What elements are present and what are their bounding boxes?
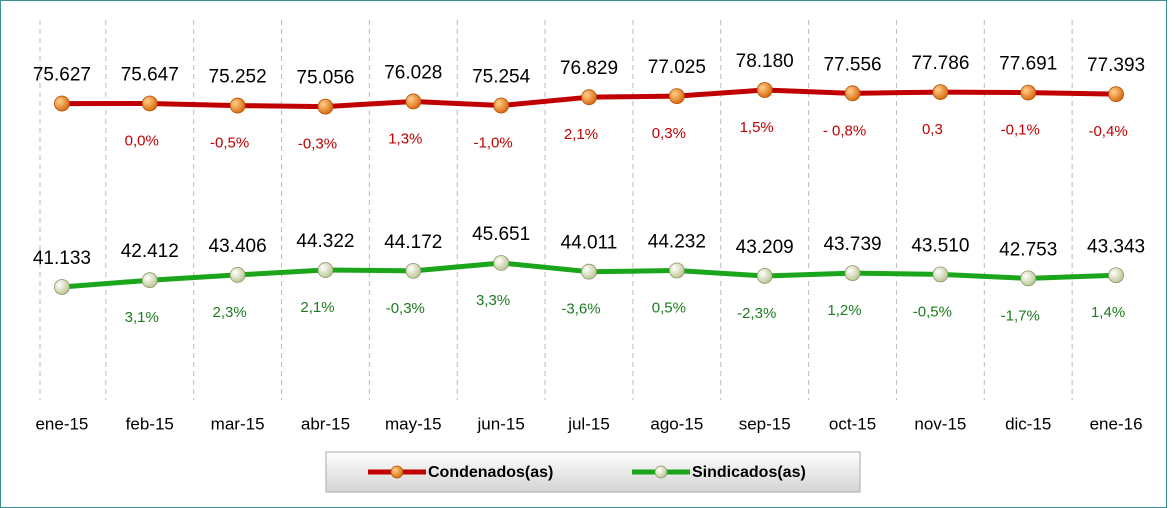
marker	[844, 265, 861, 282]
legend-label: Condenados(as)	[428, 464, 553, 481]
x-tick-label: mar-15	[211, 414, 265, 433]
value-label: 75.254	[472, 67, 531, 88]
legend-marker	[654, 465, 668, 479]
marker	[1108, 86, 1124, 103]
marker	[229, 97, 246, 114]
marker	[317, 262, 334, 278]
value-label: 75.252	[209, 67, 267, 88]
value-label: 45.651	[472, 224, 530, 245]
value-label: 44.322	[296, 231, 354, 252]
value-label: 76.028	[384, 62, 442, 83]
value-label: 43.510	[911, 235, 969, 256]
marker	[317, 98, 334, 115]
x-tick-label: may-15	[385, 414, 442, 433]
marker	[405, 93, 422, 110]
marker	[668, 262, 685, 279]
value-label: 42.753	[999, 239, 1057, 260]
marker	[54, 95, 70, 112]
change-label: 2,1%	[564, 126, 598, 143]
marker	[756, 82, 773, 98]
change-label: 3,3%	[476, 292, 510, 309]
change-label: 2,3%	[213, 304, 247, 321]
x-tick-label: ago-15	[650, 414, 703, 433]
value-label: 43.343	[1087, 236, 1145, 257]
marker	[756, 268, 773, 284]
marker	[932, 84, 949, 100]
separators	[39, 20, 1073, 400]
change-label: 1,4%	[1091, 304, 1125, 321]
value-label: 77.556	[823, 54, 881, 75]
value-label: 43.406	[209, 236, 267, 257]
value-label: 75.647	[121, 64, 179, 85]
marker	[844, 85, 861, 102]
value-label: 41.133	[33, 248, 91, 269]
value-label: 42.412	[121, 241, 179, 262]
change-label: -0,4%	[1088, 123, 1127, 140]
x-tick-label: ene-16	[1090, 414, 1143, 433]
marker	[141, 272, 158, 289]
change-label: -0,5%	[210, 135, 249, 152]
change-label: -3,6%	[561, 301, 600, 318]
change-label: 0,5%	[652, 299, 686, 316]
marker	[229, 267, 246, 283]
marker	[668, 88, 685, 105]
value-label: 75.056	[296, 68, 354, 89]
x-tick-label: feb-15	[126, 414, 174, 433]
value-label: 77.691	[999, 54, 1057, 75]
marker	[54, 279, 70, 295]
value-label: 77.786	[911, 53, 969, 74]
marker	[1020, 84, 1037, 101]
value-label: 76.829	[560, 58, 618, 79]
x-tick-label: jul-15	[567, 414, 610, 433]
value-label: 44.011	[561, 233, 618, 254]
value-label: 44.232	[648, 232, 706, 253]
marker	[932, 266, 949, 283]
change-label: -1,7%	[1001, 307, 1040, 324]
marker	[493, 255, 510, 271]
change-label: -0,3%	[386, 300, 425, 317]
value-label: 44.172	[384, 232, 442, 253]
marker	[581, 263, 597, 280]
marker	[141, 95, 158, 112]
x-tick-label: nov-15	[914, 414, 966, 433]
change-label: -0,3%	[298, 136, 337, 153]
change-label: 2,1%	[300, 299, 334, 316]
change-label: 1,2%	[827, 302, 861, 319]
change-label: -1,0%	[474, 135, 513, 152]
legend-marker	[390, 465, 404, 479]
change-label: -0,1%	[1001, 122, 1040, 139]
change-label: -0,5%	[913, 303, 952, 320]
x-tick-label: abr-15	[301, 414, 350, 433]
marker	[1020, 270, 1037, 287]
marker	[1108, 267, 1124, 284]
value-label: 77.393	[1087, 55, 1145, 76]
x-tick-label: jun-15	[477, 414, 525, 433]
change-label: 0,0%	[125, 132, 159, 149]
change-label: 0,3	[922, 121, 943, 138]
x-tick-label: oct-15	[829, 414, 876, 433]
marker	[405, 262, 422, 279]
value-label: 75.627	[33, 65, 91, 86]
change-label: 1,5%	[740, 119, 774, 136]
value-label: 78.180	[736, 51, 794, 72]
value-label: 43.209	[736, 237, 794, 258]
marker	[581, 89, 597, 106]
change-label: 0,3%	[652, 125, 686, 142]
change-label: 1,3%	[388, 130, 422, 147]
change-label: 3,1%	[125, 309, 159, 326]
value-label: 77.025	[648, 57, 706, 78]
x-tick-label: ene-15	[35, 414, 88, 433]
legend-label: Sindicados(as)	[692, 464, 806, 481]
change-label: -2,3%	[737, 305, 776, 322]
value-label: 43.739	[823, 234, 881, 255]
x-tick-label: dic-15	[1005, 414, 1051, 433]
marker	[493, 97, 510, 114]
x-tick-label: sep-15	[739, 414, 791, 433]
change-label: - 0,8%	[823, 122, 866, 139]
